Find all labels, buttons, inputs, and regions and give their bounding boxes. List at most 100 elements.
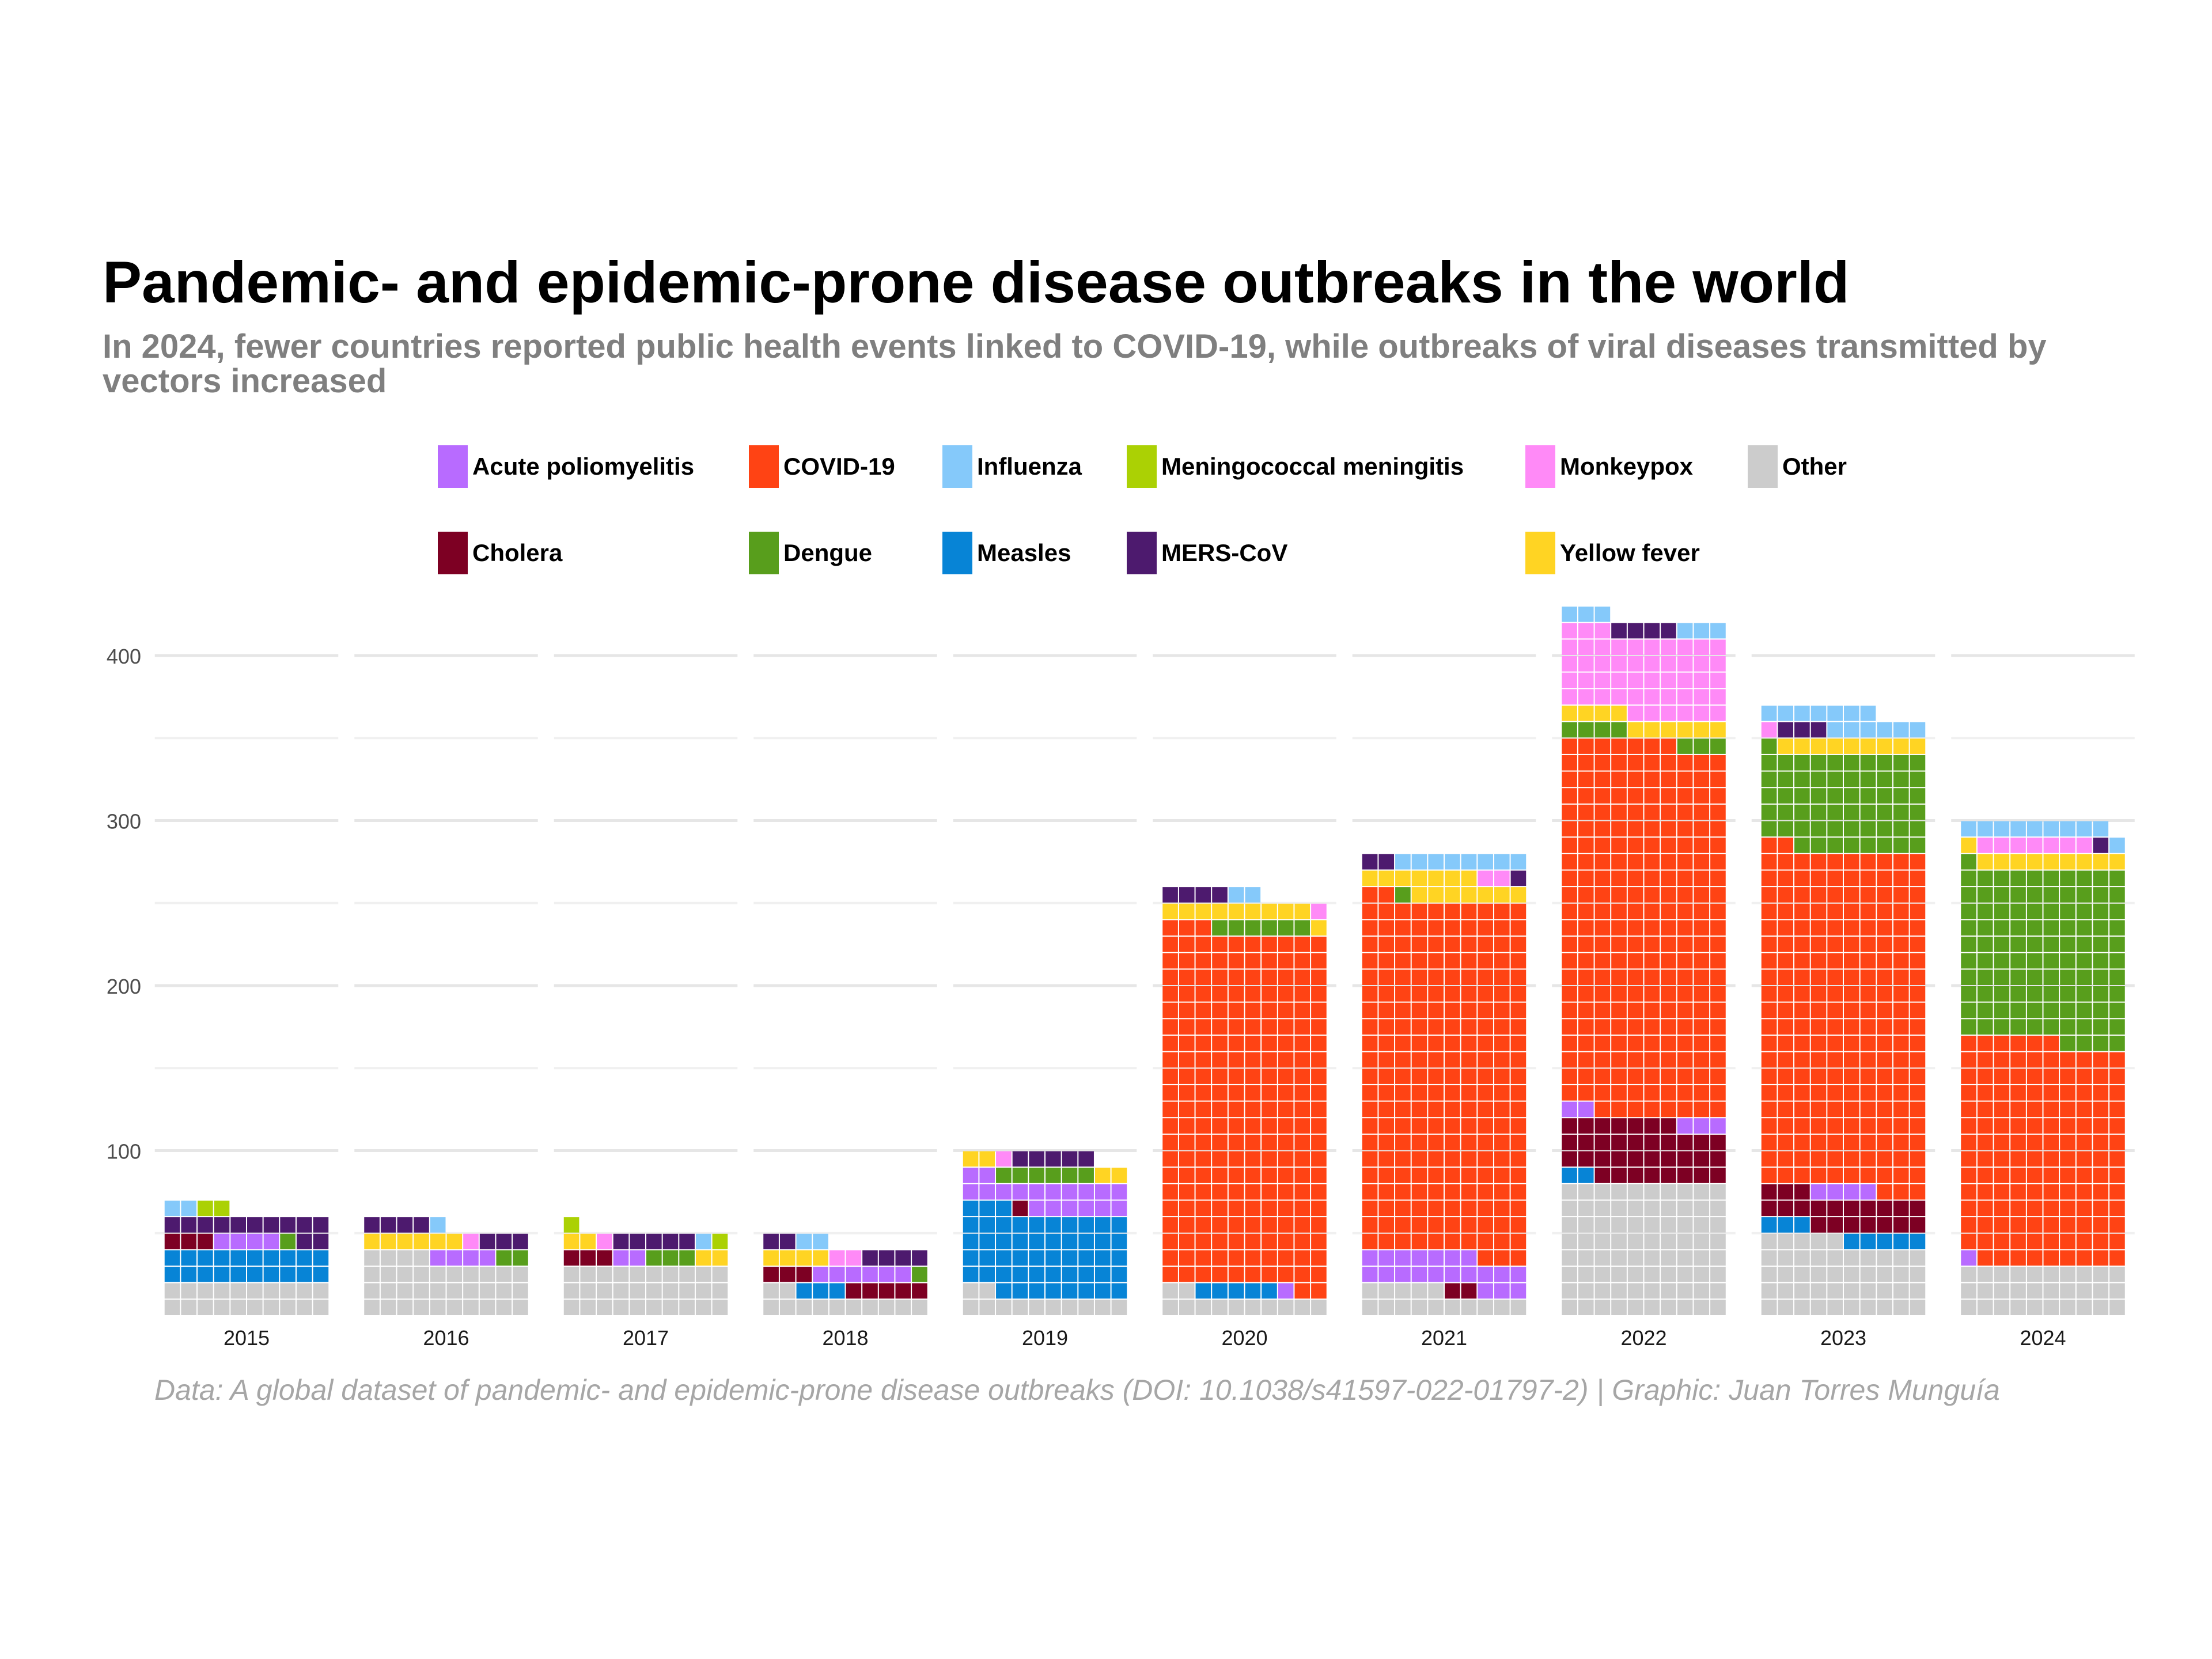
waffle-cell-yellow-fever xyxy=(2076,854,2092,870)
waffle-cell-covid-19 xyxy=(1278,986,1294,1002)
waffle-cell-covid-19 xyxy=(1428,1101,1444,1118)
waffle-cell-covid-19 xyxy=(1827,986,1843,1002)
waffle-cell-dengue xyxy=(1910,788,1926,804)
waffle-cell-measles xyxy=(1794,1217,1810,1233)
waffle-cell-dengue xyxy=(1961,969,1976,985)
waffle-cell-dengue xyxy=(1844,838,1859,853)
waffle-cell-covid-19 xyxy=(1510,1217,1527,1233)
waffle-cell-other xyxy=(1677,1200,1693,1217)
waffle-cell-covid-19 xyxy=(1212,1052,1228,1068)
waffle-cell-monkeypox xyxy=(1611,689,1627,704)
waffle-cell-covid-19 xyxy=(1494,953,1510,969)
waffle-cell-cholera xyxy=(1694,1168,1710,1183)
waffle-cell-yellow-fever xyxy=(1611,705,1627,721)
waffle-cell-covid-19 xyxy=(1677,1002,1693,1018)
waffle-cell-other xyxy=(1961,1267,1976,1282)
waffle-cell-dengue xyxy=(1262,920,1277,936)
waffle-cell-covid-19 xyxy=(1677,986,1693,1002)
waffle-cell-monkeypox xyxy=(1594,672,1611,688)
waffle-cell-covid-19 xyxy=(1877,969,1892,985)
waffle-cell-measles xyxy=(1062,1217,1078,1233)
waffle-cell-covid-19 xyxy=(1810,1035,1827,1051)
waffle-cell-covid-19 xyxy=(1761,1019,1777,1035)
waffle-cell-dengue xyxy=(2043,937,2059,952)
waffle-cell-covid-19 xyxy=(1294,1217,1310,1233)
waffle-cell-dengue xyxy=(1794,771,1810,787)
waffle-cell-other xyxy=(1677,1267,1693,1282)
waffle-cell-covid-19 xyxy=(1794,1118,1810,1134)
waffle-cell-influenza xyxy=(1794,705,1810,721)
waffle-cell-other xyxy=(1644,1233,1660,1249)
waffle-cell-other xyxy=(1778,1267,1794,1282)
waffle-cell-covid-19 xyxy=(1627,953,1643,969)
waffle-cell-dengue xyxy=(2010,887,2026,903)
waffle-cell-covid-19 xyxy=(1195,1250,1211,1266)
waffle-cell-covid-19 xyxy=(1562,1019,1577,1035)
waffle-cell-dengue xyxy=(1961,937,1976,952)
waffle-cell-acute-poliomyelitis xyxy=(1062,1184,1078,1200)
waffle-cell-covid-19 xyxy=(1428,953,1444,969)
waffle-cell-dengue xyxy=(2010,1019,2026,1035)
waffle-cell-covid-19 xyxy=(1778,953,1794,969)
waffle-cell-covid-19 xyxy=(1494,1200,1510,1217)
waffle-cell-other xyxy=(1994,1267,2010,1282)
waffle-cell-other xyxy=(1710,1300,1726,1315)
waffle-cell-covid-19 xyxy=(1810,1002,1827,1018)
waffle-2023: 2023 xyxy=(1761,705,1926,1350)
waffle-cell-acute-poliomyelitis xyxy=(1428,1250,1444,1266)
waffle-cell-yellow-fever xyxy=(1677,722,1693,738)
waffle-cell-monkeypox xyxy=(1710,672,1726,688)
waffle-cell-covid-19 xyxy=(1977,1069,1993,1084)
waffle-cell-covid-19 xyxy=(1778,986,1794,1002)
waffle-cell-influenza xyxy=(2076,821,2092,837)
waffle-cell-acute-poliomyelitis xyxy=(829,1267,845,1282)
waffle-cell-covid-19 xyxy=(1961,1052,1976,1068)
waffle-cell-covid-19 xyxy=(2109,1101,2125,1118)
waffle-cell-cholera xyxy=(563,1250,579,1266)
waffle-cell-cholera xyxy=(1578,1118,1594,1134)
waffle-cell-covid-19 xyxy=(2109,1151,2125,1167)
waffle-cell-covid-19 xyxy=(1195,969,1211,985)
waffle-cell-other xyxy=(1844,1250,1859,1266)
waffle-cell-covid-19 xyxy=(1162,1200,1178,1217)
waffle-cell-other xyxy=(446,1300,463,1315)
waffle-cell-covid-19 xyxy=(1977,1233,1993,1249)
waffle-cell-covid-19 xyxy=(1578,953,1594,969)
waffle-cell-covid-19 xyxy=(1611,1085,1627,1101)
waffle-cell-covid-19 xyxy=(1311,1101,1327,1118)
waffle-cell-acute-poliomyelitis xyxy=(1810,1184,1827,1200)
waffle-cell-covid-19 xyxy=(2060,1250,2075,1266)
waffle-cell-covid-19 xyxy=(1611,1002,1627,1018)
waffle-cell-covid-19 xyxy=(1445,1069,1460,1084)
waffle-cell-covid-19 xyxy=(1710,887,1726,903)
waffle-cell-dengue xyxy=(912,1267,927,1282)
waffle-cell-covid-19 xyxy=(1761,937,1777,952)
waffle-cell-dengue xyxy=(1810,838,1827,853)
waffle-cell-dengue xyxy=(1877,804,1892,820)
waffle-cell-covid-19 xyxy=(1411,1151,1427,1167)
waffle-cell-covid-19 xyxy=(1294,1019,1310,1035)
waffle-cell-covid-19 xyxy=(1893,1019,1909,1035)
waffle-cell-other xyxy=(2109,1300,2125,1315)
waffle-cell-measles xyxy=(1245,1283,1261,1299)
waffle-cell-covid-19 xyxy=(1661,1085,1676,1101)
waffle-cell-covid-19 xyxy=(1794,953,1810,969)
waffle-cell-covid-19 xyxy=(1510,1151,1527,1167)
waffle-cell-monkeypox xyxy=(1694,639,1710,655)
waffle-cell-other xyxy=(1661,1267,1676,1282)
waffle-cell-cholera xyxy=(1778,1200,1794,1217)
waffle-cell-covid-19 xyxy=(1311,1085,1327,1101)
waffle-cell-covid-19 xyxy=(1278,1069,1294,1084)
waffle-cell-covid-19 xyxy=(1228,1118,1244,1134)
waffle-cell-other xyxy=(979,1283,995,1299)
waffle-cell-covid-19 xyxy=(1910,887,1926,903)
waffle-cell-covid-19 xyxy=(1362,937,1378,952)
waffle-cell-covid-19 xyxy=(1844,1118,1859,1134)
waffle-cell-covid-19 xyxy=(1761,1101,1777,1118)
waffle-cell-influenza xyxy=(796,1233,812,1249)
waffle-cell-covid-19 xyxy=(1494,1118,1510,1134)
waffle-cell-other xyxy=(1611,1184,1627,1200)
waffle-cell-other xyxy=(1594,1200,1611,1217)
waffle-cell-covid-19 xyxy=(1510,937,1527,952)
waffle-cell-covid-19 xyxy=(2109,1250,2125,1266)
